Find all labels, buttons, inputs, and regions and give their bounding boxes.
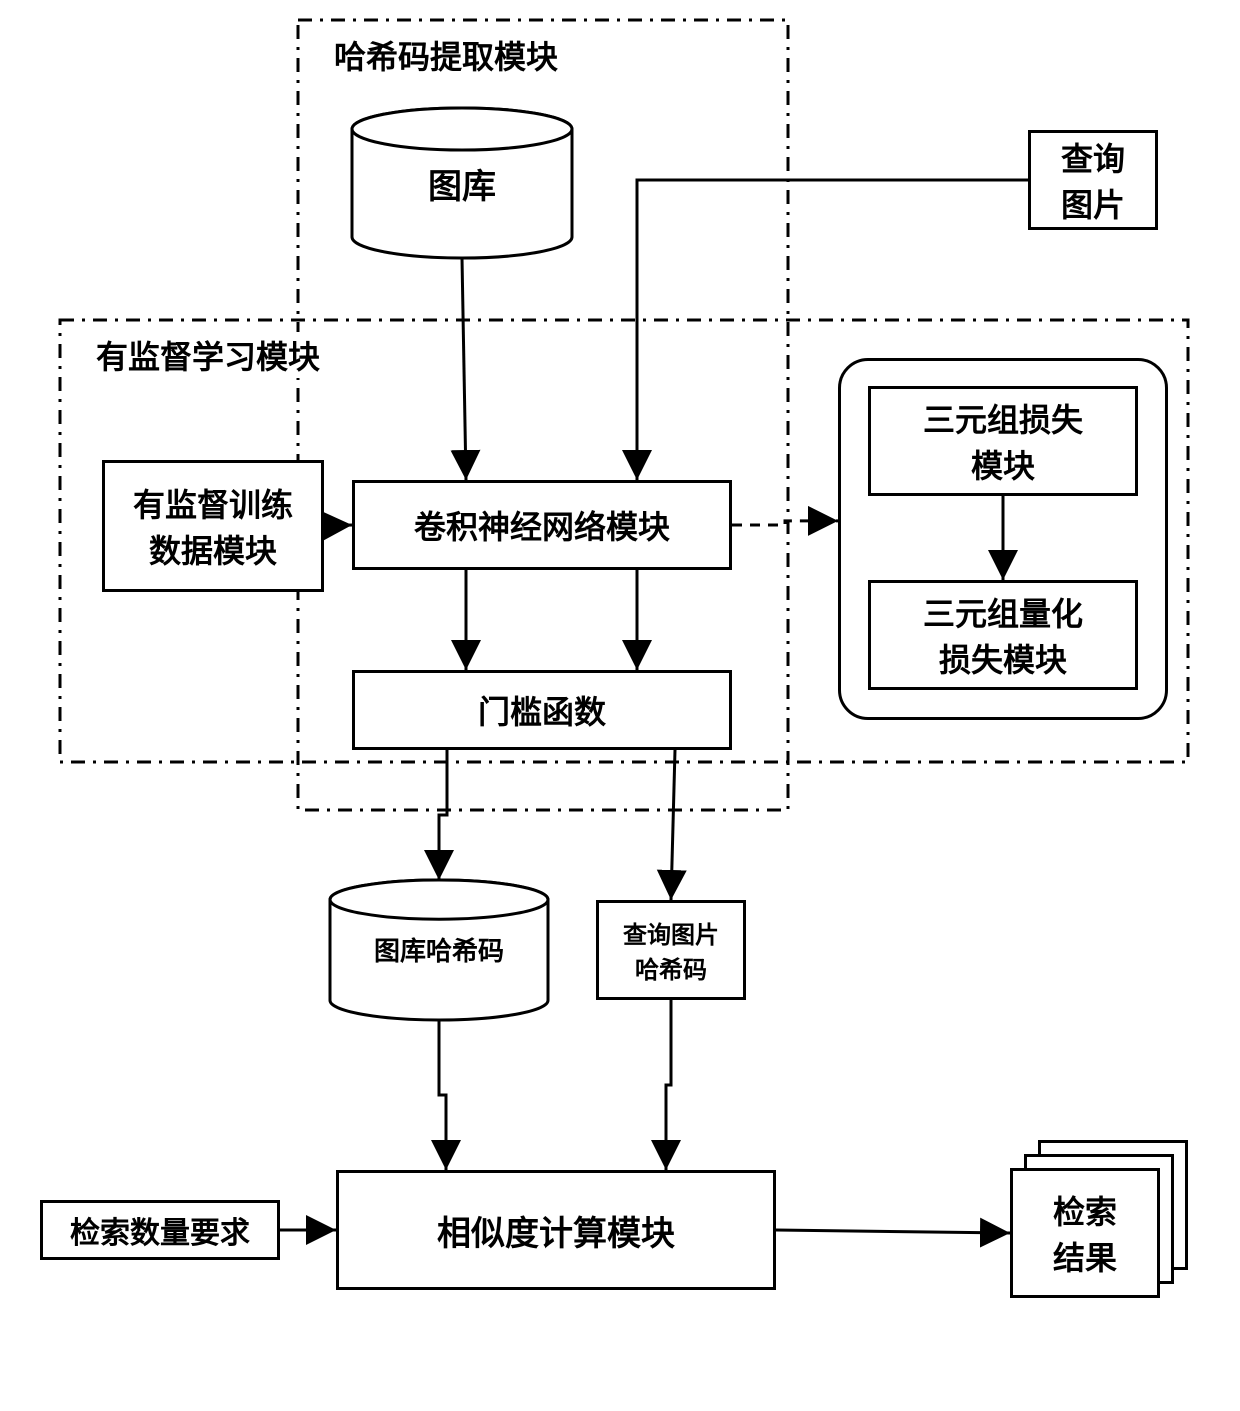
query_image: 查询 图片 bbox=[1028, 130, 1158, 230]
query_hash: 查询图片 哈希码 bbox=[596, 900, 746, 1000]
gallery_hash: 图库哈希码 bbox=[330, 900, 548, 1001]
results: 检索 结果 bbox=[1010, 1168, 1160, 1298]
supervised-label: 有监督学习模块 bbox=[90, 332, 326, 378]
triplet_quant: 三元组量化 损失模块 bbox=[868, 580, 1138, 690]
count_req: 检索数量要求 bbox=[40, 1200, 280, 1260]
similarity: 相似度计算模块 bbox=[336, 1170, 776, 1290]
cnn: 卷积神经网络模块 bbox=[352, 480, 732, 570]
triplet_loss: 三元组损失 模块 bbox=[868, 386, 1138, 496]
train_data: 有监督训练 数据模块 bbox=[102, 460, 324, 592]
hash_extract-label: 哈希码提取模块 bbox=[328, 32, 564, 78]
gallery_db: 图库 bbox=[352, 129, 572, 237]
threshold: 门槛函数 bbox=[352, 670, 732, 750]
